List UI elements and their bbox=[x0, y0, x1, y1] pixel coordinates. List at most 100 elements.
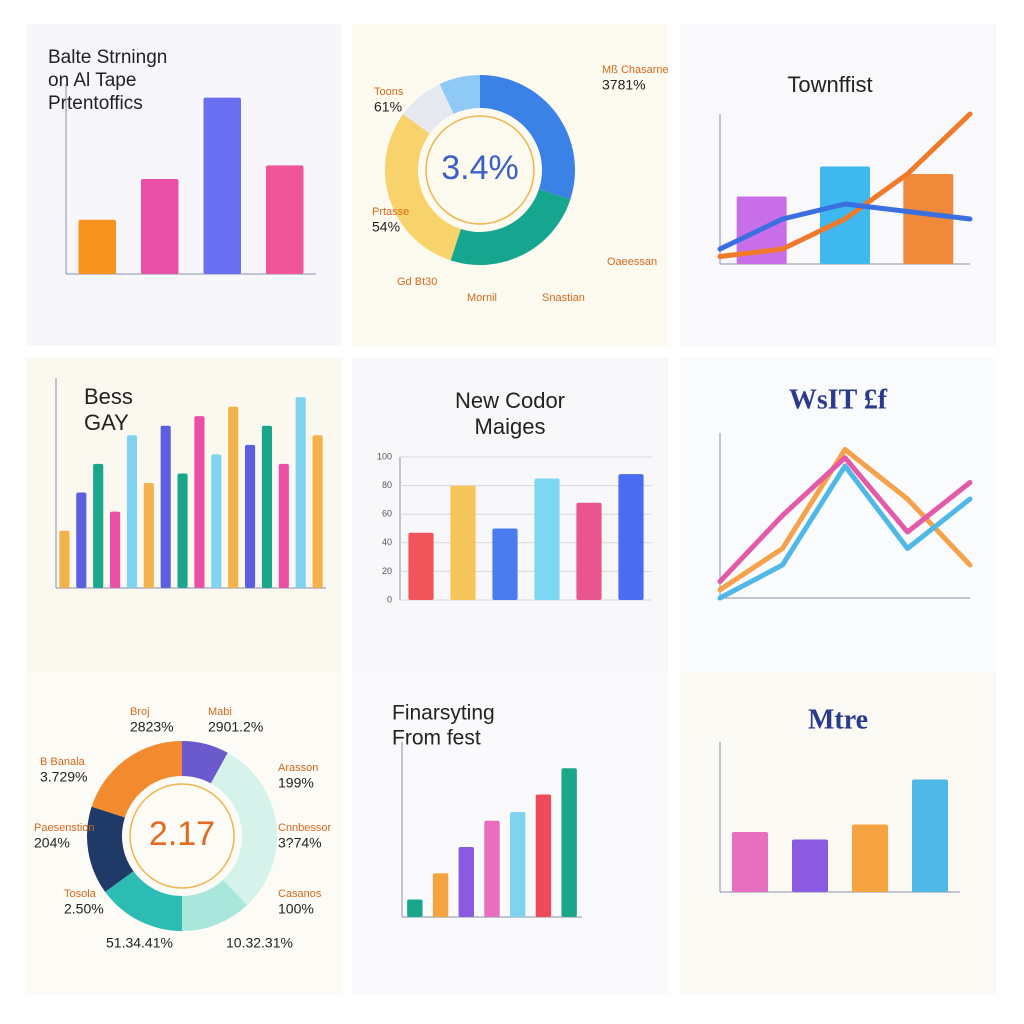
annotation-label: Mornil bbox=[467, 292, 497, 304]
y-tick-label: 60 bbox=[382, 509, 392, 519]
bar bbox=[903, 174, 954, 264]
y-tick-label: 40 bbox=[382, 537, 392, 547]
bar bbox=[492, 528, 518, 600]
bar bbox=[261, 425, 272, 588]
donut-segment bbox=[91, 741, 182, 818]
chart-title: Balte Strningn bbox=[48, 47, 167, 68]
annotation-label: Gd Bt30 bbox=[397, 276, 437, 288]
bar bbox=[852, 824, 888, 892]
bar bbox=[432, 873, 449, 917]
chart-title: Bess bbox=[84, 384, 133, 409]
annotation-label: Toons bbox=[374, 86, 404, 98]
bar bbox=[228, 406, 239, 588]
bar bbox=[820, 166, 870, 264]
annotation-label: Paesenstion bbox=[34, 822, 95, 834]
chart-panel: WsIT £f bbox=[680, 358, 996, 680]
chart-title: Prtentoffics bbox=[48, 93, 143, 114]
y-tick-label: 20 bbox=[382, 566, 392, 576]
annotation-value: 3781% bbox=[602, 77, 646, 93]
panel-background bbox=[26, 672, 342, 994]
donut-segment bbox=[480, 75, 575, 200]
donut-segment bbox=[439, 75, 480, 114]
annotation-value: 3?74% bbox=[278, 835, 322, 851]
donut-ring bbox=[425, 115, 535, 225]
bar bbox=[278, 463, 289, 588]
chart-title: GAY bbox=[84, 410, 129, 435]
annotation-value: 61% bbox=[374, 99, 402, 115]
bar bbox=[576, 502, 602, 600]
bar bbox=[211, 454, 222, 588]
bar bbox=[510, 812, 526, 917]
bar bbox=[912, 779, 948, 892]
bar bbox=[59, 530, 70, 588]
y-tick-label: 0 bbox=[387, 594, 392, 604]
y-tick-label: 100 bbox=[377, 451, 392, 461]
chart-title: Maiges bbox=[475, 414, 546, 439]
annotation-value: 10.32.31% bbox=[226, 935, 293, 951]
line-series bbox=[717, 447, 973, 593]
line-series bbox=[717, 463, 973, 601]
line-series bbox=[717, 455, 973, 584]
chart-title: Mtre bbox=[808, 704, 868, 735]
bar bbox=[618, 474, 644, 600]
bar bbox=[295, 397, 306, 588]
donut-segment bbox=[403, 84, 454, 134]
bar bbox=[76, 492, 87, 588]
donut-segment bbox=[105, 871, 182, 931]
bar bbox=[203, 97, 241, 274]
bar bbox=[143, 483, 154, 588]
bar bbox=[160, 425, 171, 588]
chart-title: Finarsyting bbox=[392, 702, 495, 725]
bar bbox=[450, 485, 476, 600]
annotation-value: 199% bbox=[278, 775, 314, 791]
bar bbox=[535, 794, 552, 917]
annotation-label: B Banala bbox=[40, 756, 86, 768]
donut-segment bbox=[450, 189, 571, 265]
line-series bbox=[717, 111, 973, 259]
bar bbox=[407, 899, 423, 917]
annotation-label: Cnnbessor bbox=[278, 822, 332, 834]
bar bbox=[110, 511, 121, 588]
chart-title: Townffist bbox=[787, 72, 872, 97]
bar bbox=[245, 444, 256, 588]
annotation-value: 204% bbox=[34, 835, 70, 851]
annotation-label: Snastian bbox=[542, 292, 585, 304]
bar bbox=[484, 820, 500, 917]
annotation-value: 2823% bbox=[130, 719, 174, 735]
annotation-value: 3.729% bbox=[40, 769, 87, 785]
line-series bbox=[717, 201, 973, 252]
annotation-label: Prtasse bbox=[372, 206, 409, 218]
center-label: 2.17 bbox=[149, 815, 215, 853]
bar bbox=[141, 179, 179, 274]
y-tick-label: 80 bbox=[382, 480, 392, 490]
annotation-label: Casanos bbox=[278, 888, 322, 900]
donut-segment bbox=[182, 741, 228, 784]
annotation-label: Mß Chasarne bbox=[602, 64, 669, 76]
chart-title: WsIT £f bbox=[789, 384, 888, 415]
bar bbox=[126, 435, 137, 588]
chart-panel: Townffist bbox=[680, 24, 996, 346]
bar bbox=[732, 832, 768, 892]
bar bbox=[792, 839, 828, 892]
annotation-value: 54% bbox=[372, 219, 400, 235]
bar bbox=[177, 473, 188, 588]
annotation-label: Tosola bbox=[64, 888, 97, 900]
chart-title: From fest bbox=[392, 727, 481, 750]
bar bbox=[561, 768, 577, 917]
annotation-label: Arasson bbox=[278, 762, 318, 774]
donut-segment bbox=[87, 806, 134, 892]
donut-segment bbox=[210, 752, 277, 906]
bar bbox=[458, 847, 474, 917]
annotation-label: Broj bbox=[130, 706, 150, 718]
bar bbox=[408, 532, 434, 600]
panel-background bbox=[352, 358, 668, 680]
bar bbox=[93, 463, 104, 588]
annotation-value: 51.34.41% bbox=[106, 935, 173, 951]
chart-title: on Al Tape bbox=[48, 70, 136, 91]
bar bbox=[534, 478, 560, 600]
annotation-label: Oaeessan bbox=[607, 256, 657, 268]
